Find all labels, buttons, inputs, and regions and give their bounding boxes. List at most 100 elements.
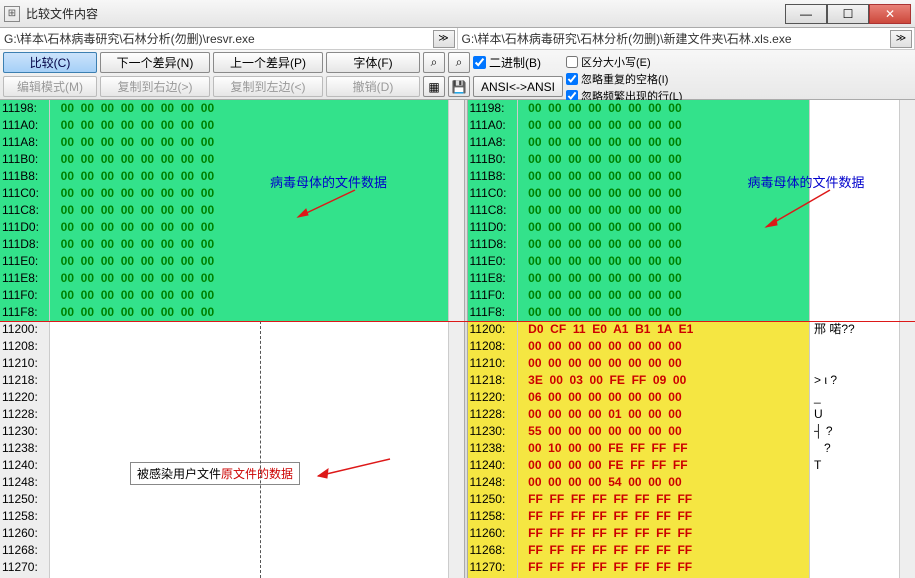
minimize-button[interactable]: — — [785, 4, 827, 24]
bytes-cell — [50, 423, 448, 440]
addr-cell: 11208: — [0, 338, 50, 355]
spaces-checkbox[interactable] — [566, 73, 578, 85]
bytes-cell — [50, 508, 448, 525]
bytes-cell: 00 00 00 00 00 00 00 00 — [50, 134, 448, 151]
addr-cell: 11210: — [0, 355, 50, 372]
bytes-cell — [50, 372, 448, 389]
left-go-button[interactable]: ≫ — [433, 30, 455, 48]
addr-cell: 111A8: — [0, 134, 50, 151]
compare-button[interactable]: 比较(C) — [3, 52, 97, 73]
addr-cell: 111F0: — [0, 287, 50, 304]
find-button-2[interactable]: ⌕ — [448, 52, 470, 73]
case-checkbox[interactable] — [566, 56, 578, 68]
close-button[interactable]: ✕ — [869, 4, 911, 24]
bytes-cell: 00 00 00 00 00 00 00 00 — [50, 219, 448, 236]
addr-cell: 111F8: — [468, 304, 518, 321]
font-button[interactable]: 字体(F) — [326, 52, 420, 73]
addr-cell: 11228: — [468, 406, 518, 423]
copy-left-button[interactable]: 复制到左边(<) — [213, 76, 323, 97]
title-bar: ⊞ 比较文件内容 — ☐ ✕ — [0, 0, 915, 28]
addr-cell: 11208: — [468, 338, 518, 355]
bytes-cell: 00 00 00 00 00 00 00 00 — [50, 270, 448, 287]
save-button-2[interactable]: 💾 — [448, 76, 470, 97]
ascii-cell — [814, 338, 899, 355]
addr-cell: 11258: — [468, 508, 518, 525]
bytes-cell: 00 10 00 00 FE FF FF FF — [518, 440, 810, 457]
bytes-cell: 00 00 00 00 01 00 00 00 — [518, 406, 810, 423]
maximize-button[interactable]: ☐ — [827, 4, 869, 24]
save-button-1[interactable]: ▦ — [423, 76, 445, 97]
left-hex-area[interactable]: 11198: 00 00 00 00 00 00 00 00111A0: 00 … — [0, 100, 448, 578]
bytes-cell: 00 00 00 00 00 00 00 00 — [518, 151, 810, 168]
addr-cell: 11220: — [468, 389, 518, 406]
addr-cell: 11220: — [0, 389, 50, 406]
bytes-cell: 00 00 00 00 00 00 00 00 — [50, 304, 448, 321]
binary-checkbox[interactable] — [473, 56, 486, 69]
bytes-cell: FF FF FF FF FF FF FF FF — [518, 508, 810, 525]
window-controls: — ☐ ✕ — [785, 4, 911, 24]
bytes-cell — [50, 559, 448, 576]
work-area: 11198: 00 00 00 00 00 00 00 00111A0: 00 … — [0, 100, 915, 578]
bytes-cell: 00 00 00 00 FE FF FF FF — [518, 457, 810, 474]
find-button-1[interactable]: ⌕ — [423, 52, 445, 73]
ascii-cell: T — [814, 457, 899, 474]
bytes-cell: 00 00 00 00 00 00 00 00 — [518, 253, 810, 270]
bytes-cell: 00 00 00 00 00 00 00 00 — [518, 134, 810, 151]
undo-button[interactable]: 撤销(D) — [326, 76, 420, 97]
annot-infected-box: 被感染用户文件原文件的数据 — [130, 462, 300, 485]
bytes-cell: 00 00 00 00 00 00 00 00 — [50, 185, 448, 202]
right-go-button[interactable]: ≫ — [890, 30, 912, 48]
bytes-cell: 00 00 00 00 00 00 00 00 — [50, 253, 448, 270]
bytes-cell: 00 00 00 00 00 00 00 00 — [518, 100, 810, 117]
case-checkbox-label[interactable]: 区分大小写(E) — [566, 54, 682, 70]
ascii-cell: U — [814, 406, 899, 423]
addr-cell: 111B0: — [468, 151, 518, 168]
right-pane: 11198: 00 00 00 00 00 00 00 00111A0: 00 … — [468, 100, 915, 578]
addr-cell: 11238: — [468, 440, 518, 457]
addr-cell: 11230: — [468, 423, 518, 440]
window-title: 比较文件内容 — [26, 5, 785, 22]
right-path-input[interactable] — [458, 30, 889, 48]
bytes-cell: 00 00 00 00 00 00 00 00 — [50, 236, 448, 253]
edit-mode-button[interactable]: 编辑模式(M) — [3, 76, 97, 97]
bytes-cell: 3E 00 03 00 FE FF 09 00 — [518, 372, 810, 389]
bytes-cell: 00 00 00 00 00 00 00 00 — [518, 168, 810, 185]
right-hex-area[interactable]: 11198: 00 00 00 00 00 00 00 00111A0: 00 … — [468, 100, 810, 578]
addr-cell: 111B8: — [468, 168, 518, 185]
bytes-cell — [50, 355, 448, 372]
addr-cell: 11210: — [468, 355, 518, 372]
ascii-cell: > ι ? — [814, 372, 899, 389]
addr-cell: 111E8: — [0, 270, 50, 287]
ascii-cell — [814, 491, 899, 508]
ascii-cell: 邢 喏?? — [814, 321, 899, 338]
addr-cell: 11248: — [0, 474, 50, 491]
addr-cell: 11198: — [0, 100, 50, 117]
ascii-cell — [814, 542, 899, 559]
binary-checkbox-label[interactable]: 二进制(B) — [473, 52, 541, 73]
bytes-cell: FF FF FF FF FF FF FF FF — [518, 542, 810, 559]
addr-cell: 111F8: — [0, 304, 50, 321]
addr-cell: 11240: — [468, 457, 518, 474]
left-scrollbar[interactable] — [448, 100, 464, 578]
next-diff-button[interactable]: 下一个差异(N) — [100, 52, 210, 73]
right-scrollbar[interactable] — [899, 100, 915, 578]
bytes-cell: 00 00 00 00 00 00 00 00 — [50, 117, 448, 134]
addr-cell: 111D0: — [468, 219, 518, 236]
ansi-button[interactable]: ANSI<->ANSI — [473, 76, 563, 97]
bytes-cell: 00 00 00 00 00 00 00 00 — [50, 100, 448, 117]
bytes-cell: 00 00 00 00 00 00 00 00 — [518, 338, 810, 355]
bytes-cell — [50, 491, 448, 508]
spaces-checkbox-label[interactable]: 忽略重复的空格(I) — [566, 71, 682, 87]
bytes-cell — [50, 321, 448, 338]
bytes-cell: 06 00 00 00 00 00 00 00 — [518, 389, 810, 406]
addr-cell: 11270: — [0, 559, 50, 576]
addr-cell: 11200: — [468, 321, 518, 338]
copy-right-button[interactable]: 复制到右边(>) — [100, 76, 210, 97]
addr-cell: 11268: — [468, 542, 518, 559]
bytes-cell — [50, 406, 448, 423]
addr-cell: 111D0: — [0, 219, 50, 236]
prev-diff-button[interactable]: 上一个差异(P) — [213, 52, 323, 73]
options-column: 区分大小写(E) 忽略重复的空格(I) 忽略频繁出现的行(L) — [566, 52, 682, 104]
bytes-cell: FF FF FF FF FF FF FF FF — [518, 491, 810, 508]
left-path-input[interactable] — [0, 30, 431, 48]
